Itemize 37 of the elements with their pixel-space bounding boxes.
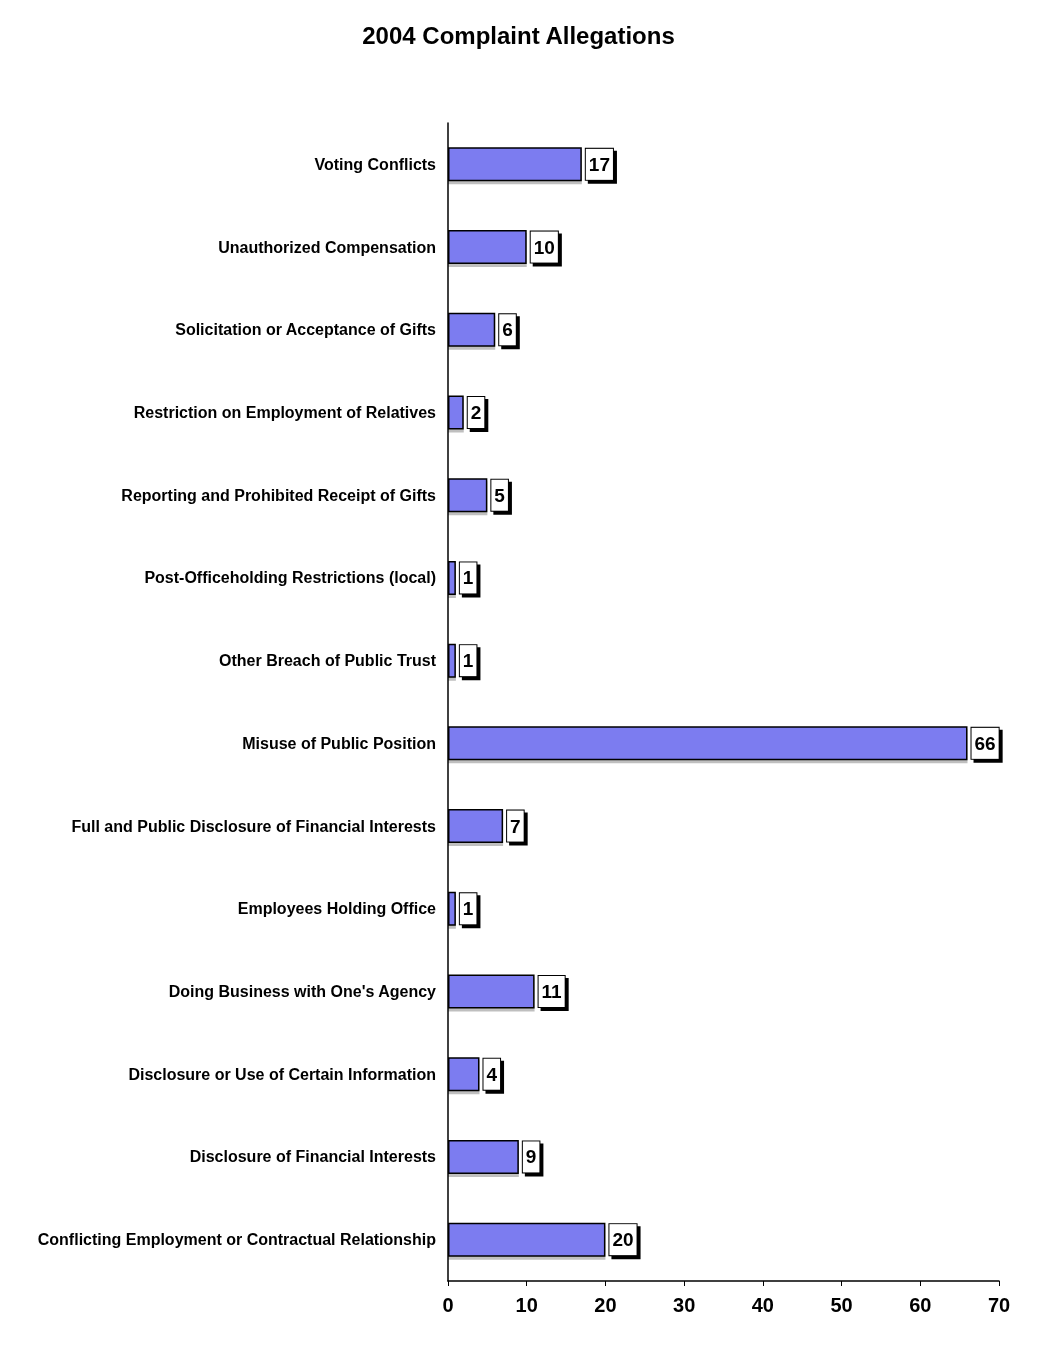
data-label: 5 [494, 484, 506, 506]
y-tick-label: Conflicting Employment or Contractual Relationship [37, 1231, 437, 1249]
y-tick-label: Post-Officeholding Restrictions (local) [144, 569, 436, 587]
data-label: 1 [462, 898, 474, 920]
x-tick-label: 30 [673, 1294, 696, 1316]
y-tick-label: Restriction on Employment of Relatives [133, 404, 437, 421]
data-label: 4 [486, 1063, 498, 1085]
data-label: 7 [510, 815, 521, 837]
x-tick-label: 10 [515, 1294, 538, 1316]
data-label: 66 [974, 732, 996, 754]
data-label: 20 [612, 1229, 634, 1251]
x-tick-label: 50 [830, 1294, 853, 1316]
x-tick-label: 40 [751, 1294, 774, 1316]
data-label: 17 [588, 153, 610, 175]
y-tick-label: Other Breach of Public Trust [219, 652, 437, 670]
data-label: 1 [462, 650, 474, 672]
data-label: 9 [525, 1146, 537, 1168]
y-tick-label: Full and Public Disclosure of Financial Interests [71, 817, 437, 835]
y-tick-label: Unauthorized Compensation [218, 238, 436, 256]
data-label: 2 [470, 402, 482, 423]
data-label: 10 [533, 236, 555, 258]
x-tick-label: 70 [987, 1294, 1011, 1316]
y-tick-label: Disclosure of Financial Interests [189, 1148, 437, 1166]
x-tick-label: 0 [442, 1294, 454, 1316]
data-label: 11 [541, 981, 563, 1002]
y-tick-label: Voting Conflicts [314, 155, 437, 173]
data-label: 1 [462, 567, 474, 589]
y-tick-label: Doing Business with One's Agency [168, 983, 437, 1000]
x-tick-label: 60 [909, 1294, 932, 1316]
x-tick-label: 20 [594, 1294, 617, 1316]
chart-title: 2004 Complaint Allegations [362, 21, 675, 49]
data-label: 6 [502, 319, 513, 341]
y-tick-label: Employees Holding Office [237, 900, 437, 918]
y-tick-label: Misuse of Public Position [242, 734, 436, 752]
y-tick-label: Solicitation or Acceptance of Gifts [175, 321, 437, 339]
y-tick-label: Reporting and Prohibited Receipt of Gifts [121, 486, 437, 504]
y-tick-label: Disclosure or Use of Certain Information [128, 1065, 436, 1083]
